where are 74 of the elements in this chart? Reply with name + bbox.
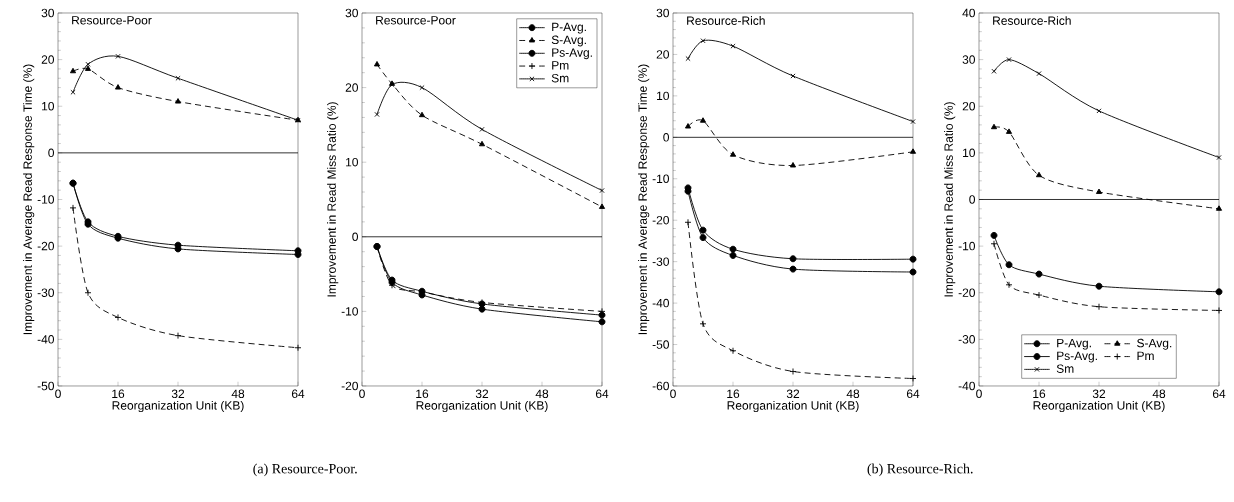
x-axis-title: Reorganization Unit (KB): [112, 400, 244, 413]
y-tick-label: -40: [958, 381, 976, 391]
legend-label: Pm: [1137, 351, 1154, 360]
y-tick-label: 20: [656, 50, 670, 59]
y-tick-label: 20: [962, 102, 976, 111]
x-tick-label: 16: [727, 389, 740, 399]
legend-label: Sm: [1056, 364, 1074, 373]
y-tick-label: -40: [652, 298, 670, 308]
y-axis-title: Improvement in Read Miss Ratio (%): [327, 102, 339, 297]
y-tick-label: 0: [969, 195, 976, 204]
y-tick-label: 20: [345, 83, 359, 92]
x-tick-label: 16: [1033, 389, 1046, 399]
y-tick-label: -10: [37, 195, 55, 204]
x-tick-label: 32: [786, 389, 800, 399]
chart-title: Resource-Rich: [993, 16, 1071, 25]
y-tick-label: -20: [958, 288, 976, 297]
legend-label: Pm: [552, 61, 569, 70]
x-tick-label: 48: [1152, 389, 1166, 399]
y-tick-label: 0: [48, 148, 55, 158]
y-tick-label: 0: [663, 133, 670, 142]
chart-title: Resource-Poor: [72, 16, 152, 25]
y-tick-label: 30: [345, 8, 359, 18]
y-tick-label: 30: [656, 8, 670, 18]
legend-label: P-Avg.: [552, 22, 586, 34]
x-tick-label: 64: [1212, 389, 1226, 399]
y-tick-label: 30: [962, 55, 976, 64]
y-tick-label: -20: [37, 241, 55, 251]
x-axis-title: Reorganization Unit (KB): [416, 400, 548, 413]
y-tick-label: -60: [652, 381, 670, 391]
legend-label: Sm: [551, 73, 569, 83]
y-tick-label: -40: [37, 335, 55, 344]
x-axis-title: Reorganization Unit (KB): [727, 400, 859, 413]
y-tick-label: -20: [341, 381, 359, 391]
x-tick-label: 16: [112, 389, 125, 399]
y-tick-label: 10: [963, 148, 976, 158]
y-tick-label: 10: [346, 157, 359, 167]
text: (a) Resource-Poor.: [253, 463, 357, 477]
text: (b) Resource-Rich.: [867, 463, 973, 477]
x-tick-label: 64: [595, 389, 609, 399]
y-tick-label: -10: [652, 174, 670, 184]
x-tick-label: 64: [906, 389, 920, 399]
x-tick-label: 32: [1092, 389, 1106, 399]
y-axis-title: Improvement in Read Miss Ratio (%): [944, 102, 956, 297]
chart-title: Resource-Poor: [376, 16, 456, 25]
legend-label: S-Avg.: [551, 35, 586, 47]
y-tick-label: 40: [962, 8, 976, 18]
legend-label: Ps-Avg.: [552, 48, 592, 60]
legend-label: S-Avg.: [1137, 338, 1172, 350]
x-tick-label: 48: [846, 389, 860, 399]
y-tick-label: -10: [958, 241, 976, 251]
x-tick-label: 48: [535, 389, 549, 399]
x-tick-label: 16: [416, 389, 429, 399]
y-tick-label: 10: [42, 102, 55, 111]
y-tick-label: 0: [352, 232, 359, 242]
x-tick-label: 48: [231, 389, 245, 399]
y-tick-label: -30: [958, 335, 976, 344]
y-axis-title: Improvement in Average Read Response Time (%): [638, 64, 650, 335]
y-tick-label: 30: [41, 8, 55, 18]
y-tick-label: 20: [41, 55, 55, 64]
y-tick-label: -30: [652, 257, 670, 266]
chart-title: Resource-Rich: [687, 16, 765, 25]
y-tick-label: -20: [652, 215, 670, 225]
y-axis-title: Improvement in Average Read Response Time (%): [23, 64, 35, 335]
y-tick-label: -30: [37, 288, 55, 297]
y-tick-label: -50: [37, 381, 55, 391]
x-axis-title: Reorganization Unit (KB): [1033, 400, 1165, 413]
y-tick-label: 10: [657, 91, 670, 101]
y-tick-label: -50: [652, 340, 670, 349]
legend-label: Ps-Avg.: [1057, 351, 1097, 363]
x-tick-label: 32: [475, 389, 489, 399]
legend-label: P-Avg.: [1057, 338, 1091, 350]
x-tick-label: 32: [171, 389, 185, 399]
y-tick-label: -10: [341, 307, 359, 316]
x-tick-label: 64: [291, 389, 305, 399]
